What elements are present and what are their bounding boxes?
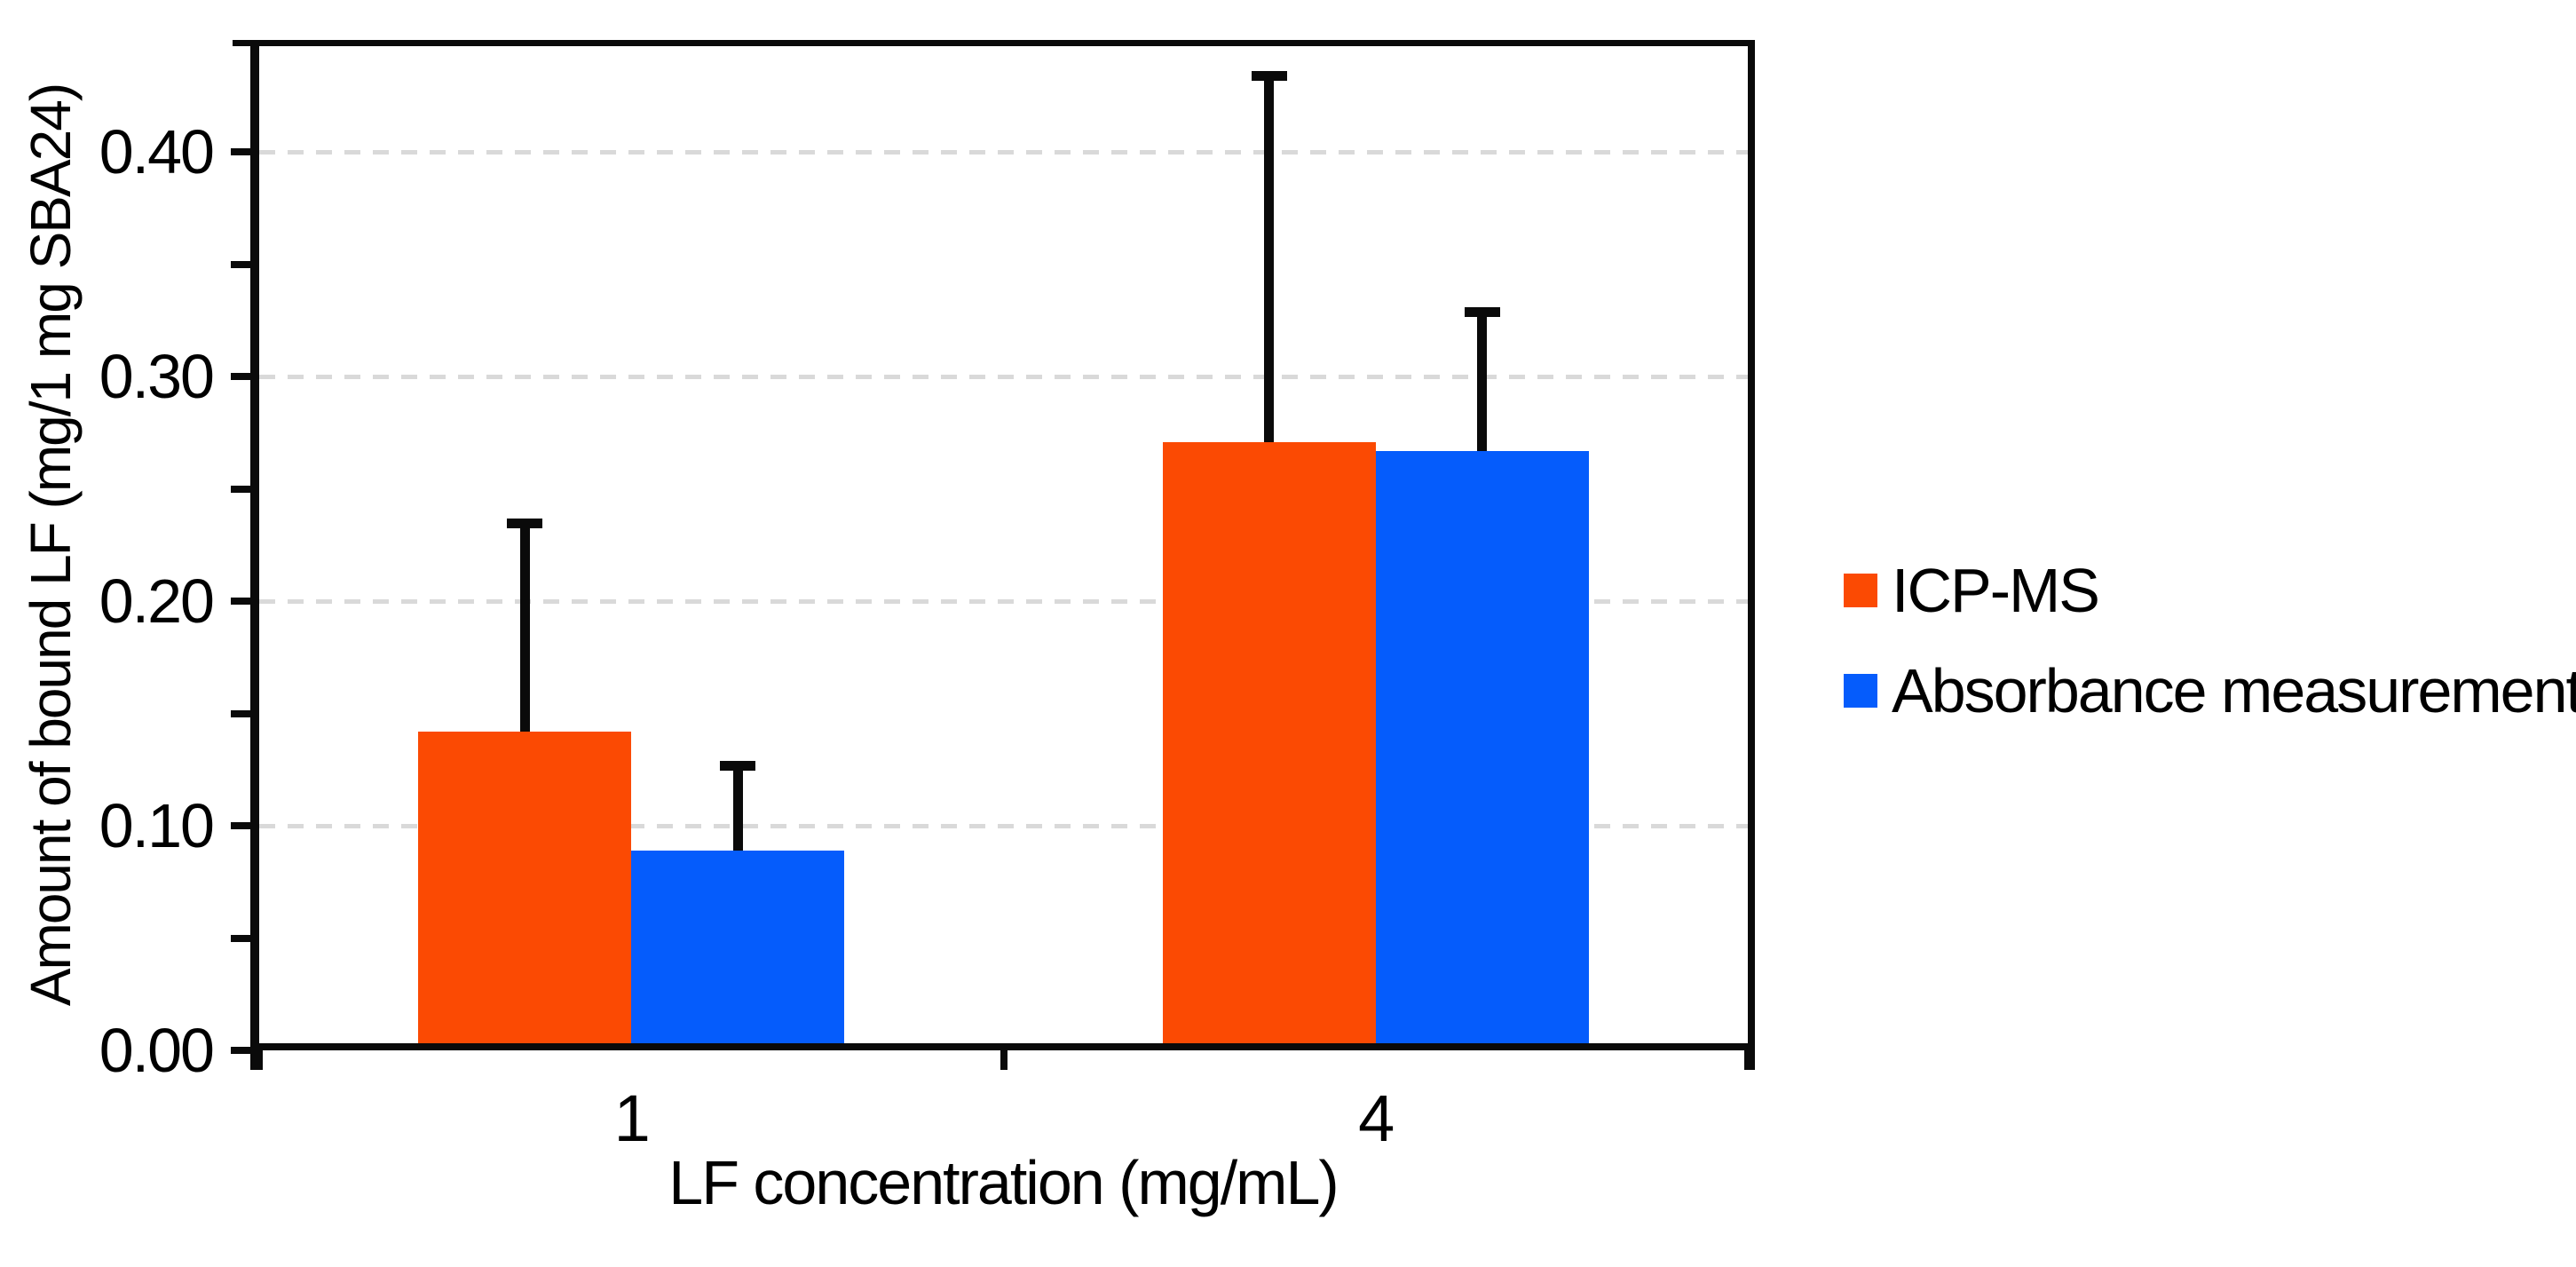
x-axis-title: LF concentration (mg/mL) xyxy=(668,1148,1339,1217)
y-tick-label: 0.30 xyxy=(99,342,215,412)
y-axis-tick xyxy=(231,148,250,156)
y-axis-tick xyxy=(231,1047,250,1054)
y-axis-tick xyxy=(231,485,250,493)
gridline-0.2 xyxy=(259,599,1748,605)
legend-label-icp-ms: ICP-MS xyxy=(1892,556,2100,625)
y-axis-tick xyxy=(231,934,250,942)
gridline-0.3 xyxy=(259,375,1748,380)
legend-item-icp-ms: ICP-MS xyxy=(1844,556,2100,625)
x-axis-tick xyxy=(1744,1050,1751,1070)
bar-absorbance-measurement-cat-4 xyxy=(1375,450,1589,1050)
x-category-label-1: 1 xyxy=(613,1081,651,1155)
x-category-label-4: 4 xyxy=(1358,1081,1395,1155)
y-tick-label: 0.00 xyxy=(99,1016,215,1085)
y-axis-tick xyxy=(231,598,250,606)
y-axis-tick xyxy=(231,822,250,830)
error-bar-cap-absorbance-measurement-cat-4 xyxy=(1464,306,1500,317)
plot-top-border xyxy=(233,40,1755,46)
y-axis-tick xyxy=(231,373,250,381)
bar-absorbance-measurement-cat-1 xyxy=(631,850,845,1050)
error-bar-whisker-absorbance-measurement-cat-4 xyxy=(1477,311,1488,451)
bar-icp-ms-cat-1 xyxy=(418,731,632,1050)
y-axis-tick xyxy=(231,709,250,717)
y-tick-label: 0.10 xyxy=(99,791,215,861)
x-axis-line xyxy=(259,1043,1748,1050)
error-bar-whisker-absorbance-measurement-cat-1 xyxy=(732,764,743,851)
gridline-0.1 xyxy=(259,824,1748,829)
plot-right-border xyxy=(1748,40,1755,1070)
error-bar-whisker-icp-ms-cat-4 xyxy=(1264,75,1275,442)
y-axis-line xyxy=(250,40,259,1070)
bar-icp-ms-cat-4 xyxy=(1162,441,1376,1050)
y-axis-title: Amount of bound LF (mg/1 mg SBA24) xyxy=(19,83,83,1007)
legend-item-absorbance-measurement: Absorbance measurement xyxy=(1844,656,2576,725)
y-tick-label: 0.40 xyxy=(99,117,215,187)
x-axis-tick xyxy=(256,1050,263,1070)
y-tick-label: 0.20 xyxy=(99,566,215,637)
x-axis-tick xyxy=(1000,1050,1007,1070)
error-bar-cap-icp-ms-cat-4 xyxy=(1251,71,1287,82)
error-bar-cap-absorbance-measurement-cat-1 xyxy=(720,760,756,771)
plot-area: 0.00 0.10 0.20 0.30 0.40 1 4 xyxy=(99,40,1755,1155)
error-bar-whisker-icp-ms-cat-1 xyxy=(519,522,530,732)
legend-swatch-icp-ms xyxy=(1844,574,1877,607)
legend-label-absorbance-measurement: Absorbance measurement xyxy=(1892,656,2576,725)
y-axis-tick xyxy=(231,260,250,268)
legend-swatch-absorbance-measurement xyxy=(1844,674,1877,708)
error-bar-cap-icp-ms-cat-1 xyxy=(507,518,543,528)
gridline-0.4 xyxy=(259,150,1748,155)
